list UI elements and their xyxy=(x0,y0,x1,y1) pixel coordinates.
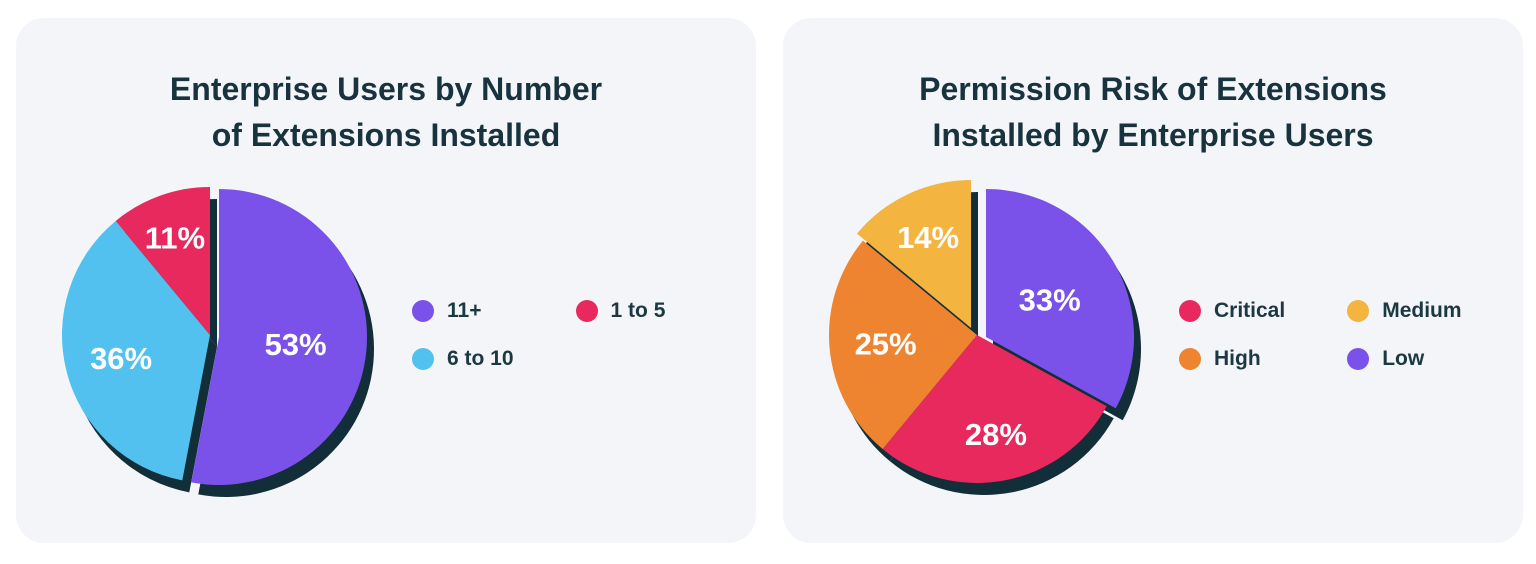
chart-title: Permission Risk of Extensions Installed … xyxy=(783,66,1523,159)
legend-item-high: High xyxy=(1179,347,1285,371)
legend-permission-risk: Critical Medium High Low xyxy=(1179,299,1462,371)
pie-slice-1-to-5 xyxy=(115,186,210,335)
legend-item-1-to-5: 1 to 5 xyxy=(575,298,666,323)
chart-content: 53% 36% 11% 11+ 1 to 5 6 to 10 xyxy=(16,165,756,505)
legend-dot-icon xyxy=(412,347,434,370)
pie-slice-critical xyxy=(882,334,1107,483)
legend-dot-icon xyxy=(1179,299,1201,322)
legend-item-low: Low xyxy=(1347,347,1461,371)
chart-title-line: Installed by Enterprise Users xyxy=(932,117,1374,154)
legend-dot-icon xyxy=(575,299,598,322)
pie-chart-extensions-installed: 53% 36% 11% xyxy=(61,186,374,497)
pie-slice-high xyxy=(828,240,977,449)
chart-title: Enterprise Users by Number of Extensions… xyxy=(16,66,756,159)
chart-card-extensions-installed: Enterprise Users by Number of Extensions… xyxy=(16,18,756,543)
pie-slice-6-to-10 xyxy=(61,220,210,481)
pie-percentage-label-11plus: 53% xyxy=(265,327,327,362)
pie-slice-medium xyxy=(856,179,971,328)
legend-dot-icon xyxy=(412,299,434,322)
legend-label: 6 to 10 xyxy=(447,346,514,370)
pie-percentage-label-6-to-10: 36% xyxy=(90,341,152,376)
pie-percentage-label-1-to-5: 11% xyxy=(145,220,205,255)
pie-percentage-label-high: 25% xyxy=(855,326,917,361)
chart-title-line: Enterprise Users by Number xyxy=(169,71,603,107)
legend-item-medium: Medium xyxy=(1347,298,1462,323)
legend-label: Medium xyxy=(1382,298,1462,322)
legend-label: Critical xyxy=(1214,298,1286,322)
legend-dot-icon xyxy=(1179,347,1201,370)
legend-label: 1 to 5 xyxy=(610,298,666,322)
legend-extensions-installed: 11+ 1 to 5 6 to 10 xyxy=(412,299,665,371)
pie-percentage-label-critical: 28% xyxy=(965,417,1027,452)
pie-chart-permission-risk: 33% 28% 25% 14% xyxy=(828,179,1141,495)
legend-label: 11+ xyxy=(447,298,482,322)
legend-item-11plus: 11+ xyxy=(412,299,514,323)
legend-label: Low xyxy=(1382,346,1425,370)
legend-item-6-to-10: 6 to 10 xyxy=(412,347,514,371)
pie-slice-11plus xyxy=(191,188,367,485)
pie-percentage-label-low: 33% xyxy=(1019,282,1081,317)
chart-title-line: of Extensions Installed xyxy=(211,117,561,154)
pie-percentage-label-medium: 14% xyxy=(897,220,959,255)
legend-dot-icon xyxy=(1347,347,1370,370)
chart-title-line: Permission Risk of Extensions xyxy=(919,71,1387,107)
legend-label: High xyxy=(1214,346,1261,370)
legend-item-critical: Critical xyxy=(1179,299,1285,323)
chart-content: 33% 28% 25% 14% Critical Medium High Low xyxy=(783,165,1523,505)
legend-dot-icon xyxy=(1347,299,1370,322)
chart-card-permission-risk: Permission Risk of Extensions Installed … xyxy=(783,18,1523,543)
pie-slice-low xyxy=(986,188,1134,409)
